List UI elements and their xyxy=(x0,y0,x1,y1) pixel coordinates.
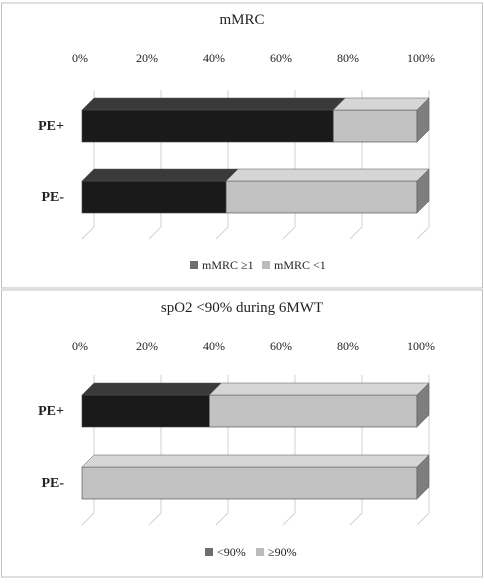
gridline-floor xyxy=(349,226,363,240)
legend: <90% ≥90% xyxy=(205,545,297,559)
legend-swatch xyxy=(262,261,270,269)
bar-top xyxy=(81,454,430,468)
x-tick-label: 0% xyxy=(72,339,88,353)
bar-top xyxy=(81,382,222,396)
x-tick-label: 80% xyxy=(337,339,359,353)
category-label: PE- xyxy=(41,190,64,205)
bar-top xyxy=(208,382,430,396)
bar-top xyxy=(332,97,430,111)
bar-end-cap xyxy=(416,168,430,214)
legend-swatch xyxy=(256,548,264,556)
gridline-floor xyxy=(282,226,296,240)
category-label: PE- xyxy=(41,476,64,491)
bar-segment xyxy=(81,394,210,428)
gridline-floor xyxy=(81,226,95,240)
x-tick-label: 20% xyxy=(136,339,158,353)
bar-top xyxy=(225,168,430,182)
gridline-floor xyxy=(282,512,296,526)
x-tick-label: 20% xyxy=(136,51,158,65)
chart-title: mMRC xyxy=(219,12,264,28)
x-tick-label: 40% xyxy=(203,339,225,353)
bar-top xyxy=(81,168,239,182)
bar-end-cap xyxy=(416,97,430,143)
gridline-floor xyxy=(148,512,162,526)
gridline-floor xyxy=(81,512,95,526)
bar-end-cap xyxy=(416,382,430,428)
x-tick-label: 60% xyxy=(270,51,292,65)
bar-segment xyxy=(81,109,334,143)
category-label: PE+ xyxy=(38,119,64,134)
x-tick-label: 100% xyxy=(407,339,435,353)
bar-segment xyxy=(225,180,418,214)
legend-label: ≥90% xyxy=(268,545,297,559)
gridline-floor xyxy=(416,512,430,526)
x-tick-label: 60% xyxy=(270,339,292,353)
gridline-floor xyxy=(215,226,229,240)
category-label: PE+ xyxy=(38,404,64,419)
bar-end-cap xyxy=(416,454,430,500)
gridline-floor xyxy=(416,226,430,240)
chart-border xyxy=(1,2,483,289)
x-tick-label: 100% xyxy=(407,51,435,65)
x-tick-label: 0% xyxy=(72,51,88,65)
gridline-floor xyxy=(148,226,162,240)
legend-swatch xyxy=(205,548,213,556)
legend: mMRC ≥1 mMRC <1 xyxy=(190,258,326,272)
bar-segment xyxy=(209,394,418,428)
legend-label: mMRC ≥1 xyxy=(202,258,254,272)
bar-segment xyxy=(81,180,227,214)
x-tick-label: 40% xyxy=(203,51,225,65)
bar-segment xyxy=(332,109,418,143)
chart-panel-2: spO2 <90% during 6MWT 0% 20% 40% 60% 80% 100% P… xyxy=(1,289,483,578)
bar-top xyxy=(81,97,346,111)
legend-swatch xyxy=(190,261,198,269)
legend-label: <90% xyxy=(217,545,246,559)
chart-title: spO2 <90% during 6MWT xyxy=(161,300,323,316)
gridline-floor xyxy=(349,512,363,526)
bar-segment xyxy=(81,466,418,500)
x-tick-label: 80% xyxy=(337,51,359,65)
legend-label: mMRC <1 xyxy=(274,258,326,272)
chart-border xyxy=(1,289,483,578)
gridline-floor xyxy=(215,512,229,526)
